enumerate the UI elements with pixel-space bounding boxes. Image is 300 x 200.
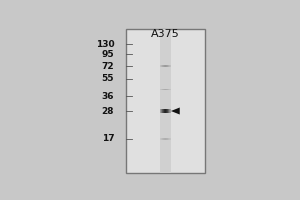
Bar xyxy=(170,89,171,90)
Bar xyxy=(164,89,165,90)
Bar xyxy=(169,138,170,140)
Bar xyxy=(165,65,166,67)
Bar xyxy=(164,65,165,67)
Bar xyxy=(163,109,164,113)
Text: A375: A375 xyxy=(151,29,180,39)
Bar xyxy=(165,89,166,90)
Bar xyxy=(170,65,171,67)
Bar xyxy=(167,65,168,67)
Bar xyxy=(170,138,171,140)
Bar xyxy=(166,65,167,67)
Bar xyxy=(164,109,165,113)
Bar xyxy=(166,89,167,90)
Bar xyxy=(165,138,166,140)
Bar xyxy=(169,138,170,140)
Bar xyxy=(166,109,167,113)
Bar xyxy=(167,138,168,140)
Bar xyxy=(162,65,163,67)
Bar xyxy=(169,109,170,113)
Bar xyxy=(166,138,167,140)
Bar xyxy=(168,89,169,90)
Bar xyxy=(167,109,168,113)
Text: 95: 95 xyxy=(102,50,114,59)
Text: 72: 72 xyxy=(102,62,114,71)
Bar xyxy=(169,65,170,67)
Bar xyxy=(164,138,165,140)
Bar xyxy=(168,109,169,113)
Bar xyxy=(165,109,166,113)
Bar xyxy=(160,109,161,113)
Text: 130: 130 xyxy=(96,40,114,49)
Polygon shape xyxy=(171,107,180,115)
Text: 36: 36 xyxy=(102,92,114,101)
Bar xyxy=(161,109,162,113)
Bar xyxy=(163,89,164,90)
Bar xyxy=(168,65,169,67)
Bar xyxy=(168,138,169,140)
Bar xyxy=(170,109,171,113)
Bar xyxy=(162,89,163,90)
Bar xyxy=(169,65,170,67)
Bar xyxy=(160,29,171,173)
Bar xyxy=(162,138,163,140)
Bar xyxy=(169,109,170,113)
Bar xyxy=(163,138,164,140)
Bar xyxy=(126,29,205,173)
Text: 28: 28 xyxy=(102,107,114,116)
Bar xyxy=(169,89,170,90)
Bar xyxy=(160,109,161,113)
Bar xyxy=(162,109,163,113)
Bar xyxy=(160,89,161,90)
Bar xyxy=(167,89,168,90)
Bar xyxy=(161,65,162,67)
Bar xyxy=(161,138,162,140)
Bar xyxy=(160,89,161,90)
Bar xyxy=(160,138,161,140)
Bar xyxy=(161,89,162,90)
Bar xyxy=(163,65,164,67)
Bar xyxy=(169,89,170,90)
Text: 55: 55 xyxy=(102,74,114,83)
Bar xyxy=(160,65,161,67)
Bar xyxy=(160,138,161,140)
Text: 17: 17 xyxy=(102,134,114,143)
Bar xyxy=(160,65,161,67)
